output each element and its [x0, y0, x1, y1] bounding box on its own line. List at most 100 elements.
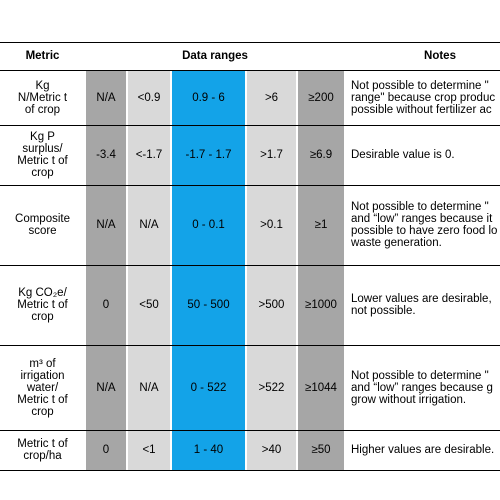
header-text: Metric: [25, 50, 60, 62]
range-text: -3.4: [96, 149, 116, 161]
range-text: ≥1044: [305, 381, 337, 394]
metric-line: Metric t of: [17, 393, 68, 406]
header-cell: Data ranges: [85, 42, 345, 70]
range-cell: <50: [128, 265, 170, 345]
range-text: ≥1000: [305, 299, 337, 311]
metric-line: surplus/: [22, 143, 63, 155]
metric-line: m³ of: [29, 357, 56, 370]
range-text: ≥1: [314, 219, 328, 231]
range-cell: <-1.7: [128, 125, 170, 185]
range-cell: >1.7: [247, 125, 296, 185]
range-cell: 1 - 40: [172, 430, 245, 470]
range-cell: 0.9 - 6: [172, 70, 245, 125]
range-text: <0.9: [137, 91, 161, 104]
range-text: 0 - 522: [190, 381, 227, 394]
range-cell: <0.9: [128, 70, 170, 125]
header-cell: Metric: [0, 42, 85, 70]
range-text: 1 - 40: [193, 444, 224, 456]
header-cell: Notes: [345, 42, 500, 70]
range-cell: >500: [247, 265, 296, 345]
notes-line: possible to have zero food lo: [351, 225, 498, 237]
range-cell: ≥1044: [298, 345, 344, 430]
notes-cell: Higher values are desirable.: [345, 430, 500, 470]
range-text: N/A: [139, 219, 159, 231]
metric-cell: Kg N/Metric t of crop: [0, 70, 85, 125]
range-text: <50: [139, 299, 159, 311]
row-border: [0, 42, 500, 43]
metric-line: score: [28, 225, 57, 237]
metric-line: Metric t of: [17, 299, 68, 311]
range-cell: -3.4: [86, 125, 126, 185]
notes-cell: Lower values are desirable, not possible.: [345, 265, 500, 345]
metric-cell: m³ of irrigation water/Metric t of crop: [0, 345, 85, 430]
range-cell: >522: [247, 345, 296, 430]
metric-line: irrigation: [20, 369, 65, 382]
metric-line: Metric t of: [17, 438, 68, 450]
metric-line: N/Metric t: [17, 91, 68, 104]
notes-cell: Desirable value is 0.: [345, 125, 500, 185]
metric-line: crop/ha: [23, 450, 62, 462]
metric-line: Kg P: [30, 131, 55, 143]
range-text: N/A: [96, 381, 116, 394]
range-cell: N/A: [128, 185, 170, 265]
notes-line: and “low” ranges because g: [351, 381, 493, 394]
range-cell: -1.7 - 1.7: [172, 125, 245, 185]
range-text: ≥200: [308, 91, 334, 104]
range-text: >500: [258, 299, 285, 311]
range-text: >40: [261, 444, 282, 456]
range-text: 50 - 500: [187, 299, 230, 311]
notes-line: Higher values are desirable.: [351, 444, 495, 456]
range-cell: ≥1000: [298, 265, 344, 345]
range-cell: N/A: [128, 345, 170, 430]
row-border: [0, 470, 500, 471]
range-cell: 0: [86, 430, 126, 470]
notes-line: Desirable value is 0.: [351, 149, 455, 161]
range-text: >1.7: [260, 149, 283, 161]
metric-cell: Composite score: [0, 185, 85, 265]
range-cell: N/A: [86, 185, 126, 265]
range-cell: N/A: [86, 345, 126, 430]
range-text: <1: [142, 444, 156, 456]
metric-line: of crop: [24, 103, 61, 116]
range-cell: 50 - 500: [172, 265, 245, 345]
row-border: [0, 70, 500, 71]
notes-line: Lower values are desirable,: [351, 293, 492, 305]
range-cell: ≥6.9: [298, 125, 344, 185]
range-cell: ≥200: [298, 70, 344, 125]
range-cell: 0 - 522: [172, 345, 245, 430]
range-text: <-1.7: [135, 149, 163, 161]
range-cell: N/A: [86, 70, 126, 125]
range-text: 0: [102, 444, 110, 456]
metric-line: Composite: [15, 213, 70, 225]
range-text: N/A: [96, 91, 116, 104]
range-text: >0.1: [260, 219, 283, 231]
notes-line: and “low” ranges because it: [351, 213, 493, 225]
metric-line: Kg: [35, 79, 50, 92]
metric-line: Kg CO₂e/: [18, 287, 67, 299]
header-text: Data ranges: [182, 50, 248, 62]
metric-line: crop: [31, 405, 54, 418]
range-text: 0 - 0.1: [192, 219, 225, 231]
notes-cell: Not possible to determine " and “low” ran…: [345, 185, 500, 265]
row-border: [0, 265, 500, 266]
notes-line: range" because crop produc: [351, 91, 496, 104]
range-cell: 0: [86, 265, 126, 345]
row-border: [0, 125, 500, 126]
notes-line: Not possible to determine ": [351, 201, 489, 213]
range-text: >522: [258, 381, 285, 394]
range-cell: >6: [247, 70, 296, 125]
range-cell: 0 - 0.1: [172, 185, 245, 265]
range-cell: <1: [128, 430, 170, 470]
range-text: >6: [264, 91, 279, 104]
range-text: N/A: [139, 381, 159, 394]
row-border: [0, 185, 500, 186]
range-text: ≥6.9: [309, 149, 333, 161]
metric-cell: Metric t of crop/ha: [0, 430, 85, 470]
range-text: 0.9 - 6: [192, 91, 225, 104]
range-cell: >40: [247, 430, 296, 470]
notes-line: not possible.: [351, 305, 416, 317]
range-cell: ≥50: [298, 430, 344, 470]
notes-line: grow without irrigation.: [351, 393, 467, 406]
